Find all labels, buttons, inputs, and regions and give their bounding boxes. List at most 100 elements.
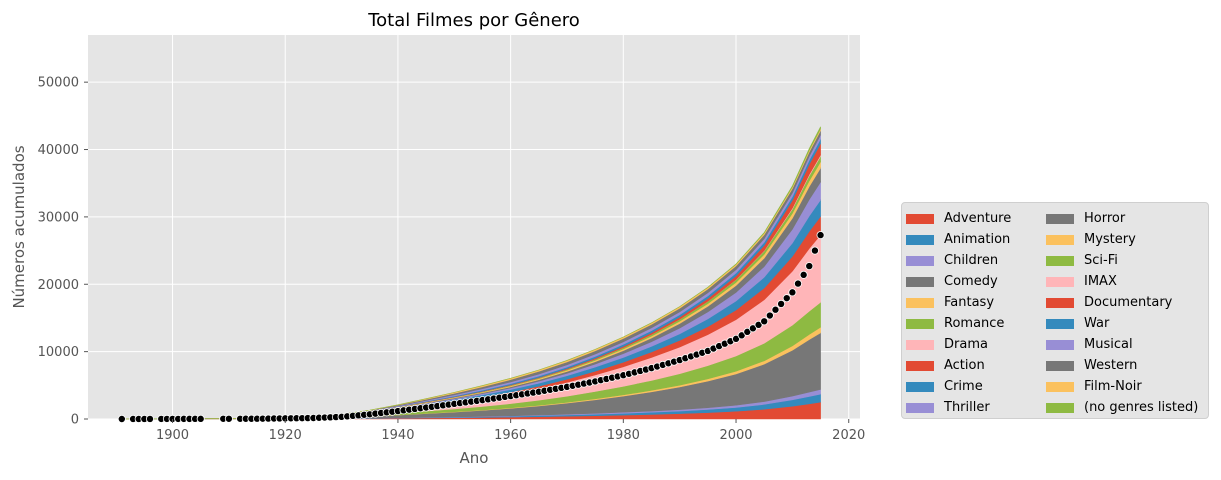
legend-label: Musical (1084, 337, 1133, 352)
data-point (788, 288, 797, 297)
legend-swatch (1046, 234, 1074, 245)
legend-item: Mystery (1046, 229, 1198, 250)
x-tick-label: 1900 (156, 428, 189, 443)
legend-item: Comedy (906, 271, 1011, 292)
area-no-genres-listed (121, 126, 821, 420)
legend-item: Western (1046, 355, 1198, 376)
legend-item: Musical (1046, 334, 1198, 355)
legend-label: Adventure (944, 211, 1012, 226)
legend-item: Crime (906, 376, 1011, 397)
legend-swatch (1046, 381, 1074, 392)
x-tick-label: 2020 (832, 428, 865, 443)
legend-label: Action (944, 358, 985, 373)
y-tick-label: 30000 (38, 210, 79, 225)
legend-column-2: Horror Mystery Sci-Fi IMAX Documentary W… (1046, 208, 1198, 418)
data-point (816, 231, 825, 240)
data-point (754, 320, 763, 329)
legend-label: Documentary (1084, 295, 1173, 310)
data-point (145, 414, 154, 423)
legend-label: Children (944, 253, 999, 268)
data-point (748, 324, 757, 333)
legend-item: Drama (906, 334, 1011, 355)
legend-label: Animation (944, 232, 1011, 247)
legend-swatch (906, 255, 934, 266)
legend-swatch (1046, 213, 1074, 224)
legend-label: Mystery (1084, 232, 1136, 247)
legend-item: Horror (1046, 208, 1198, 229)
x-tick-label: 1920 (269, 428, 302, 443)
legend-item: Sci-Fi (1046, 250, 1198, 271)
legend-swatch (1046, 318, 1074, 329)
legend-swatch (906, 297, 934, 308)
legend-item: Documentary (1046, 292, 1198, 313)
data-point (794, 279, 803, 288)
y-tick-label: 20000 (38, 278, 79, 293)
legend-label: Film-Noir (1084, 379, 1142, 394)
data-point (737, 331, 746, 340)
x-axis-label: Ano (460, 449, 489, 467)
legend-swatch (1046, 255, 1074, 266)
legend-label: Horror (1084, 211, 1126, 226)
legend-item: Action (906, 355, 1011, 376)
y-tick-label: 40000 (38, 143, 79, 158)
legend-label: Romance (944, 316, 1005, 331)
legend-item: IMAX (1046, 271, 1198, 292)
legend-swatch (906, 276, 934, 287)
data-point (732, 334, 741, 343)
legend-item: Film-Noir (1046, 376, 1198, 397)
legend-label: Fantasy (944, 295, 995, 310)
legend-item: Romance (906, 313, 1011, 334)
legend: Adventure Animation Children Comedy Fant… (901, 202, 1209, 419)
data-point (117, 414, 126, 423)
data-point (810, 246, 819, 255)
x-tick-label: 1960 (494, 428, 527, 443)
legend-swatch (906, 381, 934, 392)
y-tick-label: 10000 (38, 345, 79, 360)
legend-label: War (1084, 316, 1110, 331)
tick-layer: 1900 1920 1940 1960 1980 2000 2020 0 10000 20000 3… (38, 76, 866, 443)
legend-swatch (906, 234, 934, 245)
y-axis-label: Números acumulados (10, 145, 28, 308)
legend-label: (no genres listed) (1084, 400, 1199, 415)
legend-swatch (1046, 339, 1074, 350)
data-point (765, 311, 774, 320)
points-layer (117, 231, 825, 423)
x-tick-label: 2000 (719, 428, 752, 443)
legend-swatch (906, 318, 934, 329)
data-point (771, 305, 780, 314)
data-point (805, 262, 814, 271)
legend-swatch (1046, 297, 1074, 308)
legend-item: Children (906, 250, 1011, 271)
legend-label: Western (1084, 358, 1138, 373)
legend-label: Sci-Fi (1084, 253, 1118, 268)
legend-column-1: Adventure Animation Children Comedy Fant… (906, 208, 1011, 418)
x-tick-label: 1980 (607, 428, 640, 443)
legend-label: Drama (944, 337, 988, 352)
data-point (760, 317, 769, 326)
data-point (196, 414, 205, 423)
legend-item: Thriller (906, 397, 1011, 418)
legend-label: Comedy (944, 274, 998, 289)
legend-item: (no genres listed) (1046, 397, 1198, 418)
legend-item: Fantasy (906, 292, 1011, 313)
chart-title: Total Filmes por Gênero (367, 10, 580, 31)
legend-swatch (1046, 360, 1074, 371)
legend-item: Animation (906, 229, 1011, 250)
legend-item: Adventure (906, 208, 1011, 229)
legend-swatch (906, 339, 934, 350)
legend-item: War (1046, 313, 1198, 334)
legend-swatch (1046, 402, 1074, 413)
x-tick-label: 1940 (381, 428, 414, 443)
legend-swatch (906, 360, 934, 371)
legend-swatch (1046, 276, 1074, 287)
y-tick-label: 0 (71, 413, 79, 428)
legend-label: IMAX (1084, 274, 1117, 289)
data-point (782, 294, 791, 303)
data-point (777, 299, 786, 308)
legend-label: Thriller (944, 400, 990, 415)
data-point (743, 327, 752, 336)
legend-swatch (906, 402, 934, 413)
legend-label: Crime (944, 379, 983, 394)
